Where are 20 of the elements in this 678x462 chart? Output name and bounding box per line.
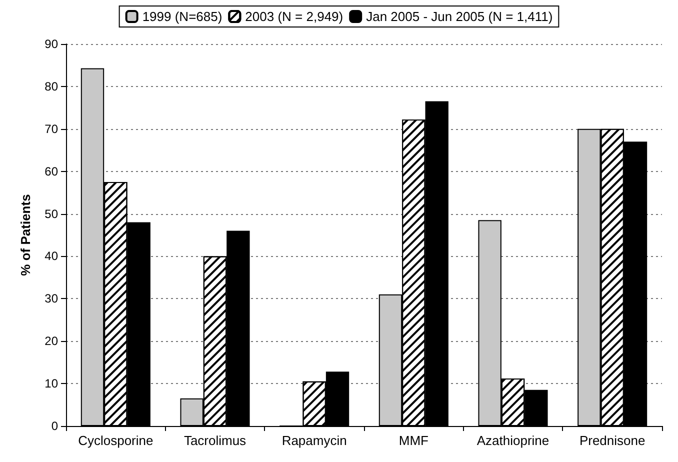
y-tick-label: 60 <box>44 164 58 178</box>
y-tick-label: 50 <box>44 206 58 221</box>
y-tick-label: 70 <box>44 122 58 136</box>
legend-label: Jan 2005 - Jun 2005 (N = 1,411) <box>366 9 553 24</box>
y-tick-label: 30 <box>44 292 58 306</box>
y-tick-label: 0 <box>51 419 58 433</box>
y-tick-label: 40 <box>44 249 58 264</box>
y-tick-label: 80 <box>44 79 58 94</box>
y-axis-title: % of Patients <box>18 194 33 276</box>
x-tick-label: Azathioprine <box>476 433 550 448</box>
y-tick-label: 10 <box>44 376 58 391</box>
x-tick-label: Prednisone <box>579 433 646 448</box>
legend-label: 2003 (N = 2,949) <box>245 9 344 24</box>
x-tick-label: Rapamycin <box>282 433 347 448</box>
y-tick-label: 90 <box>44 37 58 51</box>
legend-label: 1999 (N=685) <box>142 9 222 24</box>
x-tick-label: Tacrolimus <box>184 433 247 448</box>
y-tick-label: 20 <box>44 334 58 348</box>
x-tick-label: MMF <box>398 433 429 448</box>
x-tick-label: Cyclosporine <box>78 433 154 448</box>
